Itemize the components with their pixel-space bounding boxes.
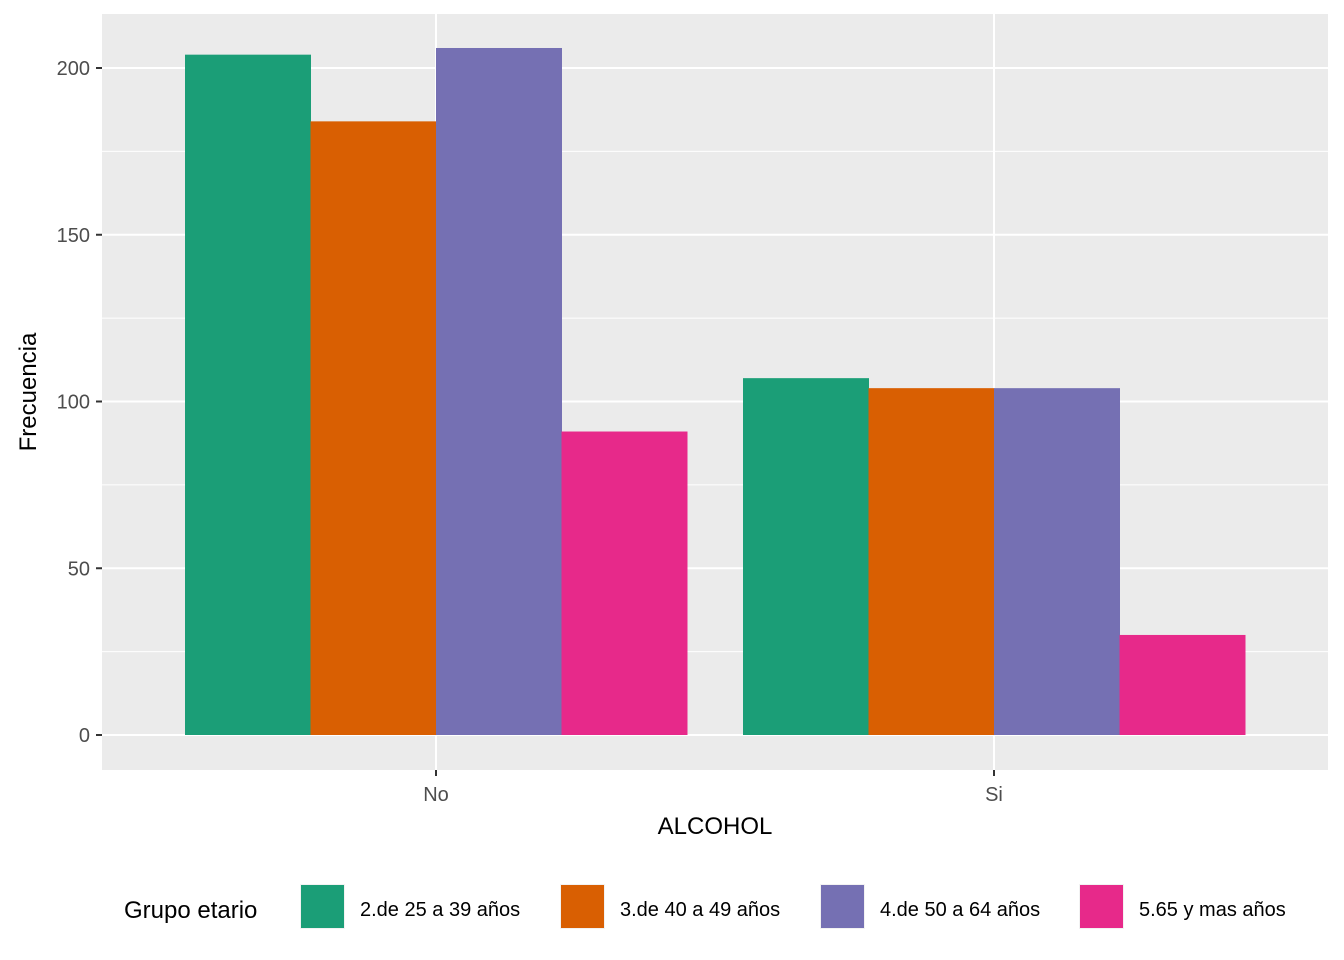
legend-label: 4.de 50 a 64 años — [880, 899, 1040, 921]
legend-label: 2.de 25 a 39 años — [360, 899, 520, 921]
legend-title: Grupo etario — [124, 897, 257, 924]
y-axis-title: Frecuencia — [15, 332, 42, 451]
x-axis: No Si — [423, 770, 1003, 806]
legend-swatch — [301, 885, 344, 928]
bar — [185, 54, 311, 736]
bar — [994, 388, 1120, 735]
y-tick-label: 100 — [57, 392, 90, 414]
legend-label: 5.65 y mas años — [1139, 899, 1286, 921]
legend-swatch — [821, 885, 864, 928]
legend-label: 3.de 40 a 49 años — [620, 899, 780, 921]
y-axis: 0 50 100 150 200 — [57, 58, 102, 747]
bar — [561, 431, 688, 735]
x-tick-label: Si — [985, 784, 1003, 806]
bar — [1119, 634, 1246, 735]
y-tick-label: 0 — [79, 725, 90, 747]
y-tick-label: 150 — [57, 225, 90, 247]
bar — [436, 47, 562, 736]
bars — [185, 47, 1246, 736]
legend-swatch — [561, 885, 604, 928]
bar — [743, 378, 869, 735]
legend: Grupo etario 2.de 25 a 39 años 3.de 40 a … — [124, 884, 1286, 929]
legend-swatch — [1080, 885, 1123, 928]
y-tick-label: 200 — [57, 58, 90, 80]
bar — [868, 388, 995, 735]
x-tick-label: No — [423, 784, 449, 806]
x-axis-title: ALCOHOL — [658, 813, 773, 840]
bar — [310, 121, 437, 736]
y-tick-label: 50 — [68, 558, 90, 580]
